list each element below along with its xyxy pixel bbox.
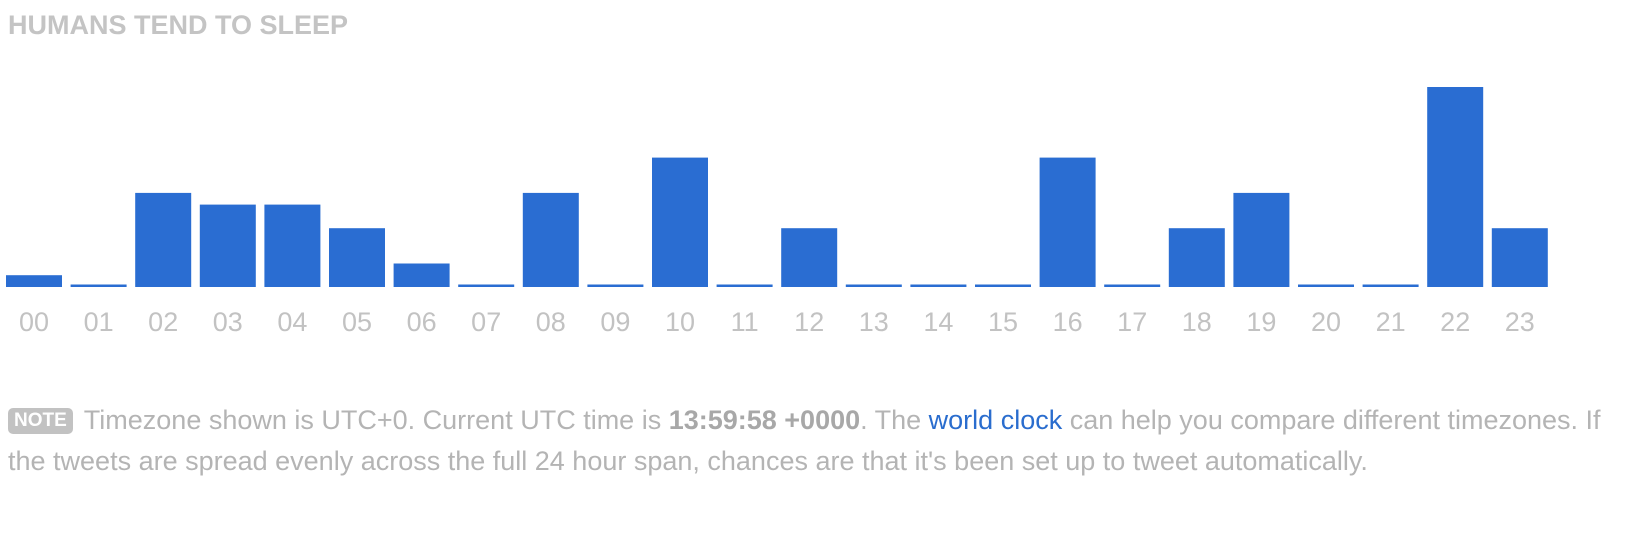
bar-hour-10 (652, 157, 708, 287)
bar-hour-18 (1168, 228, 1225, 287)
tick-label-12: 12 (794, 307, 824, 337)
current-utc-time: 13:59:58 +0000 (668, 405, 861, 435)
tick-label-04: 04 (277, 307, 307, 337)
bar-hour-01 (70, 284, 127, 287)
tick-label-11: 11 (731, 307, 759, 337)
bar-hour-13 (845, 284, 902, 287)
tick-label-10: 10 (665, 307, 695, 337)
tick-label-02: 02 (148, 307, 178, 337)
bar-hour-03 (199, 204, 256, 287)
tick-label-15: 15 (988, 307, 1018, 337)
bar-hour-04 (264, 204, 321, 287)
tick-label-08: 08 (536, 307, 566, 337)
tick-label-18: 18 (1182, 307, 1212, 337)
tick-label-01: 01 (84, 307, 114, 337)
bar-hour-00 (6, 275, 62, 287)
bar-hour-21 (1362, 284, 1419, 287)
note-text-explanation: can help you compare different timezones… (8, 405, 1601, 476)
bar-hour-02 (135, 192, 192, 287)
world-clock-link[interactable]: world clock (928, 405, 1063, 435)
bar-hour-09 (587, 284, 644, 287)
tick-label-03: 03 (213, 307, 243, 337)
hourly-tweets-bar-chart: 00 01 02 03 04 05 06 07 08 09 10 11 12 13 14 15 16 17 18 19… (6, 87, 1548, 337)
bar-hour-11 (716, 284, 773, 287)
bar-hour-07 (458, 284, 515, 287)
bar-hour-16 (1039, 157, 1096, 287)
note-paragraph: NOTE Timezone shown is UTC+0. Current UT… (8, 400, 1608, 482)
tick-label-06: 06 (407, 307, 437, 337)
tick-label-17: 17 (1117, 307, 1147, 337)
bar-hour-06 (393, 263, 450, 287)
tick-label-22: 22 (1440, 307, 1470, 337)
tick-label-19: 19 (1246, 307, 1276, 337)
tick-label-09: 09 (600, 307, 630, 337)
tick-label-21: 21 (1376, 307, 1406, 337)
bar-hour-23 (1491, 228, 1548, 287)
chart-title: HUMANS TEND TO SLEEP (8, 10, 349, 40)
note-badge: NOTE (8, 408, 73, 434)
bar-hour-08 (522, 192, 579, 287)
tick-label-16: 16 (1053, 307, 1083, 337)
tick-label-13: 13 (859, 307, 889, 337)
bar-hour-12 (781, 228, 838, 287)
bars-group (6, 87, 1548, 287)
bar-hour-20 (1298, 284, 1354, 287)
note-text-the: . The (860, 405, 929, 435)
tick-label-23: 23 (1505, 307, 1535, 337)
tick-labels-group: 00 01 02 03 04 05 06 07 08 09 10 11 12 13 14 15 16 17 18 19… (19, 307, 1535, 337)
bar-hour-22 (1427, 87, 1484, 287)
tick-label-20: 20 (1311, 307, 1341, 337)
bar-hour-17 (1104, 284, 1161, 287)
bar-hour-19 (1233, 192, 1290, 287)
bar-hour-05 (329, 228, 385, 287)
tick-label-14: 14 (923, 307, 953, 337)
tick-label-07: 07 (471, 307, 501, 337)
tick-label-05: 05 (342, 307, 372, 337)
tick-label-00: 00 (19, 307, 49, 337)
bar-hour-14 (910, 284, 967, 287)
bar-hour-15 (975, 284, 1031, 287)
note-text-timezone: Timezone shown is UTC+0. Current UTC tim… (83, 405, 669, 435)
